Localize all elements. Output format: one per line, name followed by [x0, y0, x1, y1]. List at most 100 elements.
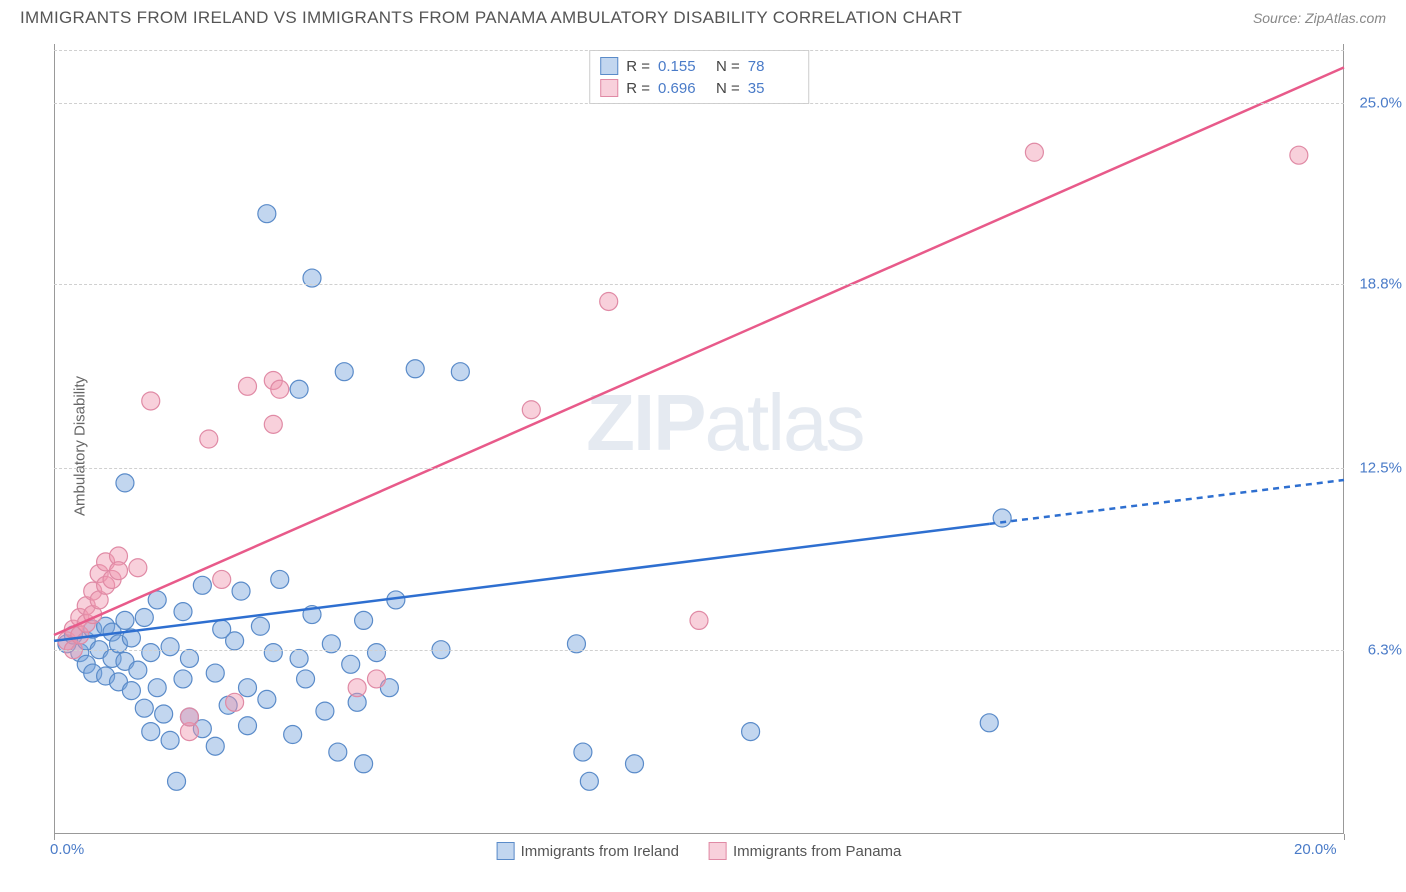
scatter-point	[264, 415, 282, 433]
n-label-1: N =	[716, 58, 740, 75]
y-tick-label: 25.0%	[1359, 94, 1402, 111]
scatter-point	[258, 690, 276, 708]
scatter-point	[116, 474, 134, 492]
legend-label-2: Immigrants from Panama	[733, 843, 901, 860]
scatter-point	[142, 723, 160, 741]
scatter-point	[1025, 143, 1043, 161]
swatch-series-1-icon	[600, 57, 618, 75]
scatter-point	[142, 644, 160, 662]
scatter-point	[148, 679, 166, 697]
r-value-2: 0.696	[658, 80, 708, 97]
scatter-point	[226, 632, 244, 650]
n-label-2: N =	[716, 80, 740, 97]
scatter-point	[206, 664, 224, 682]
scatter-point	[161, 638, 179, 656]
scatter-point	[258, 205, 276, 223]
r-label-1: R =	[626, 58, 650, 75]
scatter-point	[297, 670, 315, 688]
scatter-point	[271, 570, 289, 588]
scatter-point	[271, 380, 289, 398]
scatter-point	[626, 755, 644, 773]
scatter-point	[135, 608, 153, 626]
scatter-point	[690, 611, 708, 629]
scatter-point	[174, 603, 192, 621]
source-label: Source: ZipAtlas.com	[1253, 10, 1386, 26]
plot-area: ZIPatlas R = 0.155 N = 78 R = 0.696 N = …	[54, 44, 1344, 834]
scatter-point	[355, 611, 373, 629]
grid-line	[54, 103, 1344, 104]
scatter-point	[135, 699, 153, 717]
scatter-point	[316, 702, 334, 720]
scatter-point	[206, 737, 224, 755]
n-value-1: 78	[748, 58, 798, 75]
scatter-point	[348, 679, 366, 697]
scatter-point	[290, 649, 308, 667]
x-tick-label: 20.0%	[1294, 841, 1337, 858]
grid-line	[54, 284, 1344, 285]
scatter-point	[239, 717, 257, 735]
legend-item-2: Immigrants from Panama	[709, 842, 901, 860]
scatter-point	[129, 559, 147, 577]
scatter-point	[161, 731, 179, 749]
scatter-point	[168, 772, 186, 790]
scatter-point	[264, 644, 282, 662]
scatter-point	[993, 509, 1011, 527]
chart-svg	[54, 44, 1344, 834]
scatter-point	[406, 360, 424, 378]
scatter-point	[522, 401, 540, 419]
scatter-point	[142, 392, 160, 410]
scatter-point	[335, 363, 353, 381]
scatter-point	[116, 611, 134, 629]
stats-box: R = 0.155 N = 78 R = 0.696 N = 35	[589, 50, 809, 104]
scatter-point	[284, 726, 302, 744]
scatter-point	[355, 755, 373, 773]
x-tick-mark	[1344, 834, 1345, 840]
grid-line	[54, 468, 1344, 469]
scatter-point	[451, 363, 469, 381]
r-value-1: 0.155	[658, 58, 708, 75]
scatter-point	[180, 708, 198, 726]
trend-line	[54, 67, 1344, 635]
legend-swatch-2-icon	[709, 842, 727, 860]
scatter-point	[574, 743, 592, 761]
swatch-series-2-icon	[600, 79, 618, 97]
scatter-point	[110, 562, 128, 580]
scatter-point	[174, 670, 192, 688]
chart-container: ZIPatlas R = 0.155 N = 78 R = 0.696 N = …	[54, 44, 1344, 834]
scatter-point	[742, 723, 760, 741]
scatter-point	[122, 682, 140, 700]
grid-line-top	[54, 50, 1344, 51]
scatter-point	[239, 679, 257, 697]
scatter-point	[193, 576, 211, 594]
scatter-point	[368, 670, 386, 688]
scatter-point	[226, 693, 244, 711]
chart-title: IMMIGRANTS FROM IRELAND VS IMMIGRANTS FR…	[20, 8, 962, 28]
r-label-2: R =	[626, 80, 650, 97]
n-value-2: 35	[748, 80, 798, 97]
scatter-point	[329, 743, 347, 761]
legend-item-1: Immigrants from Ireland	[497, 842, 679, 860]
grid-line	[54, 650, 1344, 651]
scatter-point	[213, 570, 231, 588]
trend-line-dashed	[989, 480, 1344, 524]
scatter-point	[342, 655, 360, 673]
scatter-point	[1290, 146, 1308, 164]
scatter-point	[239, 377, 257, 395]
scatter-point	[129, 661, 147, 679]
y-tick-label: 6.3%	[1368, 641, 1402, 658]
scatter-point	[580, 772, 598, 790]
scatter-point	[980, 714, 998, 732]
scatter-point	[251, 617, 269, 635]
scatter-point	[155, 705, 173, 723]
x-tick-label: 0.0%	[50, 841, 84, 858]
stats-row-2: R = 0.696 N = 35	[600, 77, 798, 99]
stats-row-1: R = 0.155 N = 78	[600, 55, 798, 77]
legend-swatch-1-icon	[497, 842, 515, 860]
scatter-point	[232, 582, 250, 600]
scatter-point	[180, 649, 198, 667]
scatter-point	[290, 380, 308, 398]
bottom-legend: Immigrants from Ireland Immigrants from …	[497, 842, 902, 860]
legend-label-1: Immigrants from Ireland	[521, 843, 679, 860]
x-tick-mark	[54, 834, 55, 840]
scatter-point	[600, 292, 618, 310]
